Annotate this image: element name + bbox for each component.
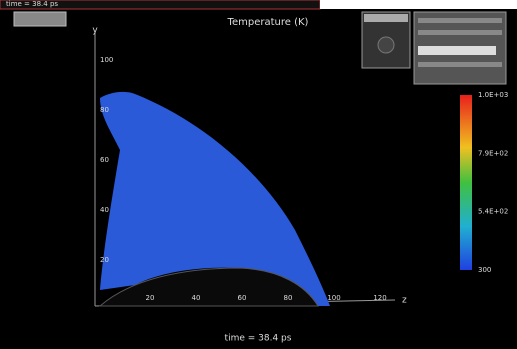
colorbar [460, 95, 472, 270]
y-tick-label: 40 [100, 206, 109, 214]
y-tick-label: 80 [100, 106, 109, 114]
settings-row [418, 62, 502, 67]
toolbar-button[interactable] [13, 11, 67, 27]
x-tick-label: 100 [327, 294, 340, 302]
y-tick-label: 20 [100, 256, 109, 264]
x-ticks: 20 40 60 80 100 120 [146, 294, 387, 302]
cavity [98, 267, 319, 307]
colorbar-labels: 1.0E+03 7.9E+02 5.4E+02 300 [478, 91, 508, 274]
colorbar-label: 1.0E+03 [478, 91, 508, 99]
colorbar-label: 300 [478, 266, 491, 274]
y-axis-label: y [92, 26, 98, 36]
plot-title: Temperature (K) [227, 17, 309, 28]
x-axis-label: z [402, 296, 407, 306]
x-tick-label: 120 [373, 294, 386, 302]
colorbar-label: 7.9E+02 [478, 149, 508, 157]
plot-footer: time = 38.4 ps [225, 334, 292, 344]
widget-dial[interactable] [377, 36, 395, 54]
x-tick-label: 80 [284, 294, 293, 302]
settings-row [418, 18, 502, 23]
y-tick-label: 60 [100, 156, 109, 164]
header-strip [320, 0, 517, 9]
header-time: time = 38.4 ps [6, 0, 58, 8]
y-ticks: 100 80 60 40 20 [100, 56, 113, 264]
settings-input[interactable] [418, 46, 496, 55]
temperature-field [100, 91, 330, 306]
x-tick-label: 60 [238, 294, 247, 302]
x-tick-label: 40 [192, 294, 201, 302]
x-tick-label: 20 [146, 294, 155, 302]
settings-row [418, 30, 502, 35]
colorbar-label: 5.4E+02 [478, 208, 508, 216]
widget-header [364, 14, 408, 22]
y-tick-label: 100 [100, 56, 113, 64]
